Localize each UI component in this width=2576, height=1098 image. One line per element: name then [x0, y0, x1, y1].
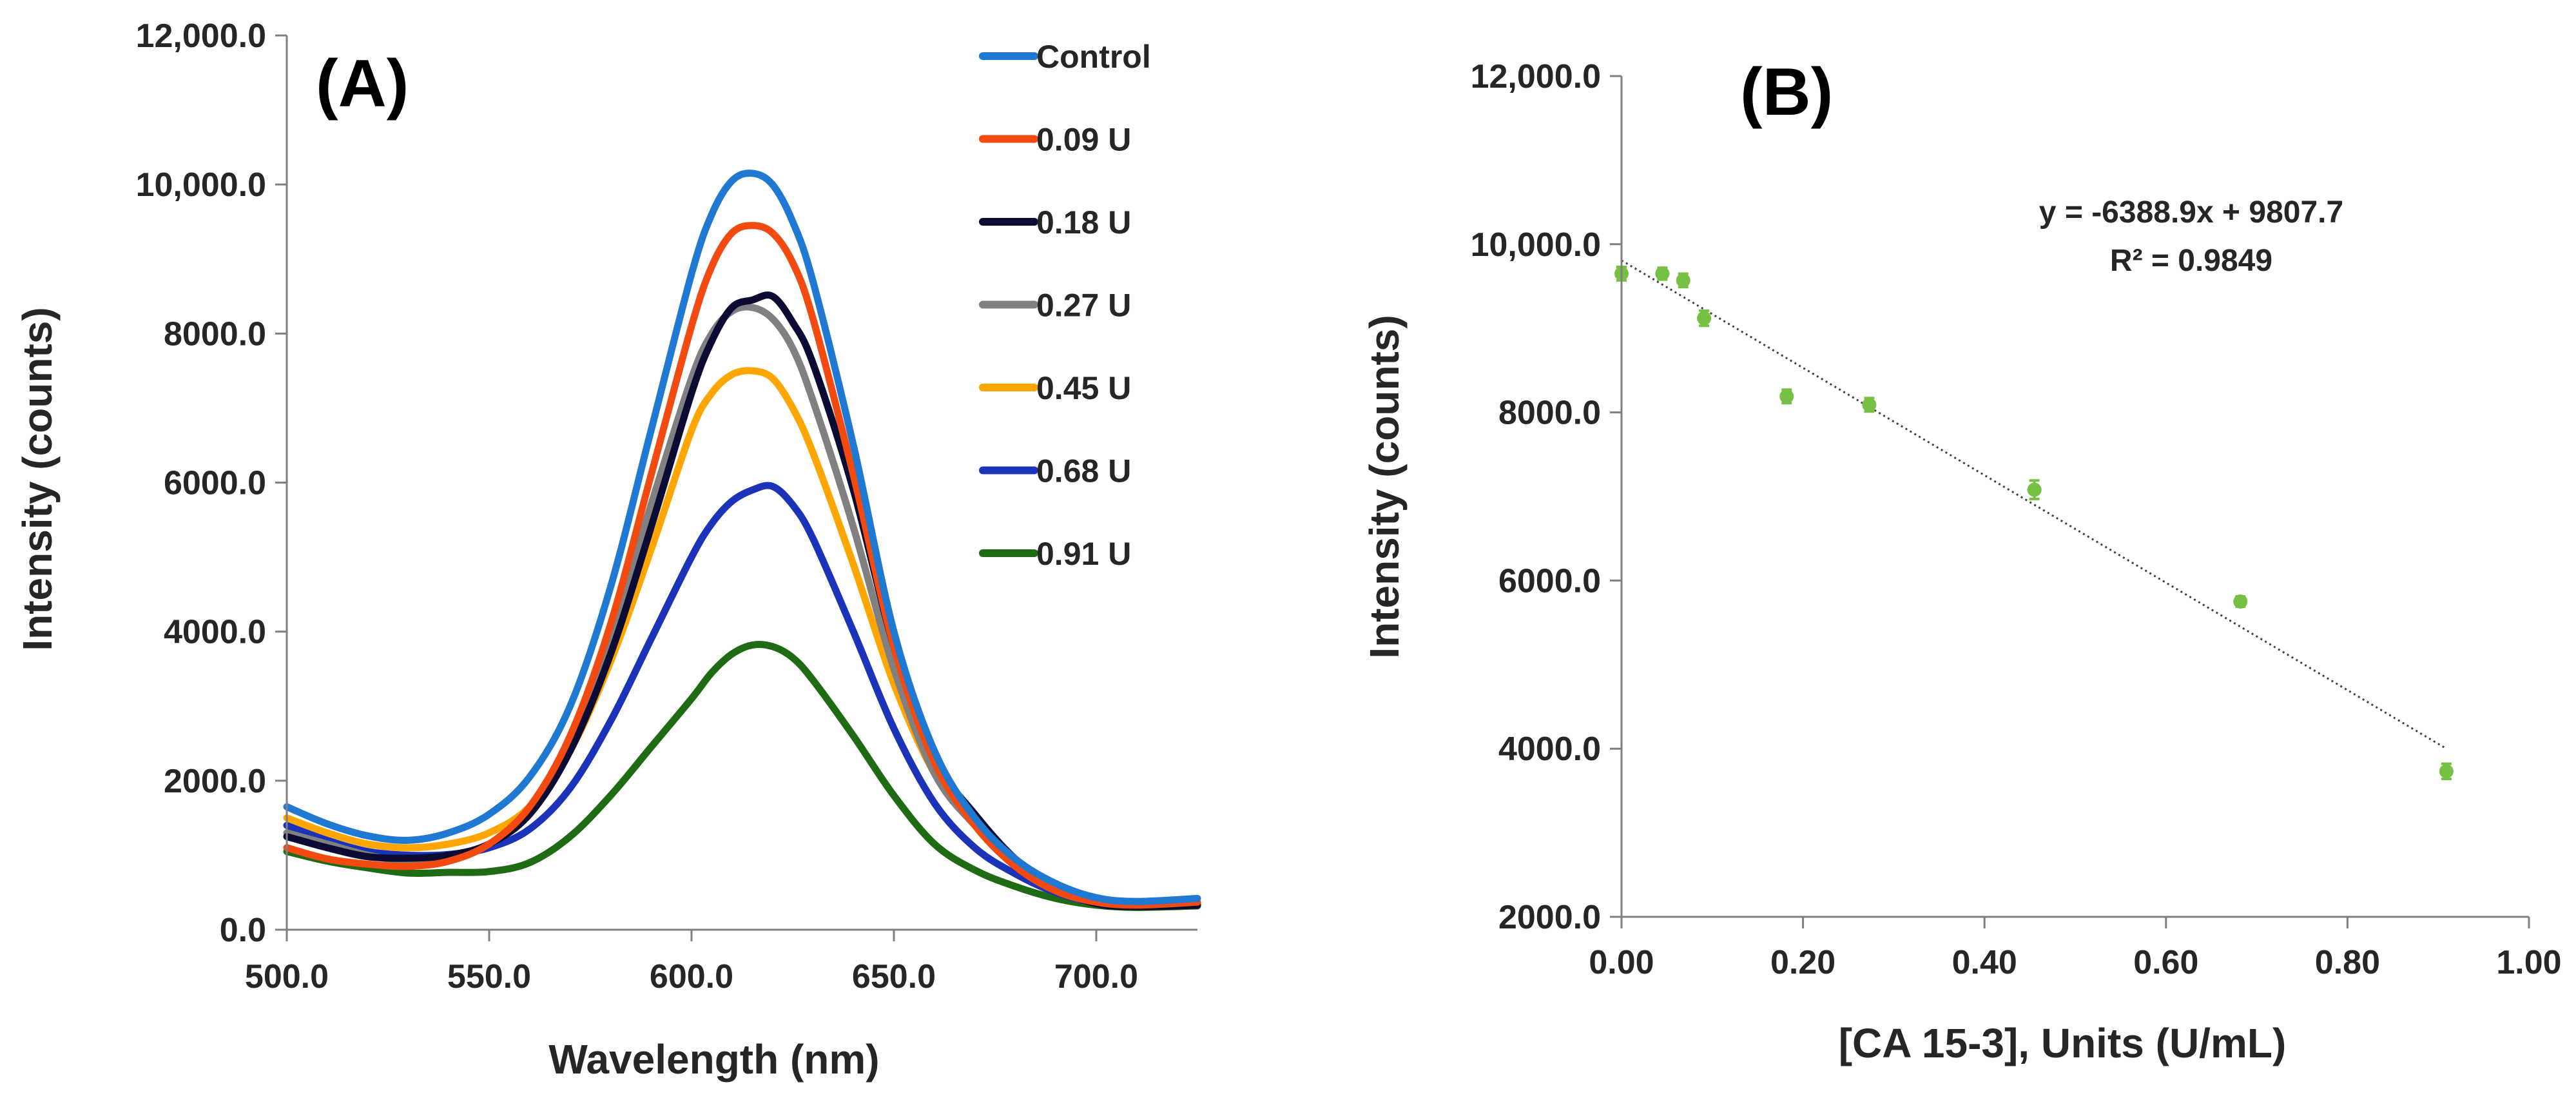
x-axis-label-b: [CA 15-3], Units (U/mL): [1839, 1020, 2287, 1066]
x-tick-label-b: 0.40: [1952, 944, 2017, 981]
legend-label: Control: [1036, 39, 1151, 75]
scatter-point: [2027, 479, 2042, 500]
scatter-points: [1614, 266, 2454, 781]
r-squared-label: R² = 0.9849: [2110, 244, 2272, 278]
x-tick-label-b: 0.60: [2133, 944, 2198, 981]
y-tick-label-b: 4000.0: [1498, 730, 1601, 768]
y-tick-labels-b: 2000.0 4000.0 6000.0 8000.0 10,000.0 12,000.0: [1471, 58, 1601, 936]
scatter-point: [1697, 309, 1712, 328]
y-axis-label-a: Intensity (counts): [14, 307, 61, 651]
data-marker: [1862, 397, 1877, 412]
y-axis-label-b: Intensity (counts): [1361, 315, 1408, 658]
y-tick-label-a: 8000.0: [164, 315, 266, 353]
y-tick-label-a: 12,000.0: [136, 17, 266, 55]
series-line-0-09-u: [283, 222, 1201, 909]
legend-label: 0.27 U: [1036, 288, 1131, 324]
series-line-0-91-u: [283, 640, 1201, 911]
scatter-point: [1779, 388, 1794, 405]
scatter-point: [1862, 397, 1877, 413]
x-tick-labels-b: 0.00 0.20 0.40 0.60 0.80 1.00: [1589, 944, 2561, 981]
x-tick-label-a: 650.0: [852, 958, 936, 995]
x-tick-label-a: 550.0: [447, 958, 531, 995]
y-tick-label-a: 10,000.0: [136, 166, 266, 204]
series-group-a: [283, 170, 1201, 911]
y-tick-label-a: 6000.0: [164, 465, 266, 502]
trendline-equation: y = -6388.9x + 9807.7: [2039, 195, 2343, 230]
data-marker: [1676, 273, 1690, 288]
x-tick-label-b: 1.00: [2496, 944, 2561, 981]
x-tick-labels-a: 500.0 550.0 600.0 650.0 700.0: [245, 958, 1138, 995]
y-tick-label-b: 12,000.0: [1471, 58, 1601, 95]
y-axis-ticks-b: [1610, 75, 2530, 928]
data-marker: [1697, 311, 1712, 326]
chart-panel-a: 0.0 2000.0 4000.0 6000.0 8000.0 10,000.0 12,00…: [14, 17, 1201, 1083]
legend-a: Control 0.09 U 0.18 U 0.27 U 0.45 U 0.68 U 0.9…: [979, 39, 1151, 572]
panel-label-a: (A): [316, 46, 409, 121]
y-tick-label-b: 6000.0: [1498, 562, 1601, 600]
data-marker: [2439, 764, 2454, 779]
x-tick-label-b: 0.20: [1770, 944, 1835, 981]
y-tick-label-a: 4000.0: [164, 614, 266, 651]
data-marker: [2027, 482, 2042, 497]
x-tick-label-a: 700.0: [1054, 958, 1138, 995]
data-marker: [1779, 389, 1794, 404]
x-tick-label-b: 0.80: [2315, 944, 2380, 981]
series-line-0-45-u: [283, 367, 1201, 908]
data-marker: [1655, 266, 1670, 281]
trendline: [1621, 259, 2447, 750]
y-tick-label-a: 2000.0: [164, 763, 266, 800]
scatter-point: [2233, 594, 2248, 609]
legend-label: 0.18 U: [1036, 204, 1131, 240]
y-tick-label-b: 10,000.0: [1471, 226, 1601, 264]
y-tick-labels-a: 0.0 2000.0 4000.0 6000.0 8000.0 10,000.0 12,00…: [136, 17, 266, 949]
x-tick-label-b: 0.00: [1589, 944, 1654, 981]
chart-panel-b: 2000.0 4000.0 6000.0 8000.0 10,000.0 12,000.0…: [1361, 55, 2562, 1066]
scatter-point: [1655, 266, 1670, 281]
x-tick-label-a: 500.0: [245, 958, 329, 995]
y-tick-label-b: 8000.0: [1498, 395, 1601, 432]
legend-label: 0.45 U: [1036, 370, 1131, 406]
legend-label: 0.91 U: [1036, 536, 1131, 572]
x-tick-label-a: 600.0: [650, 958, 733, 995]
series-line-control: [283, 170, 1201, 905]
legend-label: 0.68 U: [1036, 453, 1131, 489]
scatter-point: [2439, 762, 2454, 781]
y-tick-label-b: 2000.0: [1498, 899, 1601, 936]
data-marker: [2233, 594, 2248, 609]
legend-label: 0.09 U: [1036, 122, 1131, 158]
y-tick-label-a: 0.0: [220, 912, 266, 949]
y-axis-ticks-a: [275, 34, 1098, 941]
panel-label-b: (B): [1740, 55, 1833, 130]
scatter-point: [1676, 272, 1690, 289]
x-axis-label-a: Wavelength (nm): [548, 1036, 879, 1083]
